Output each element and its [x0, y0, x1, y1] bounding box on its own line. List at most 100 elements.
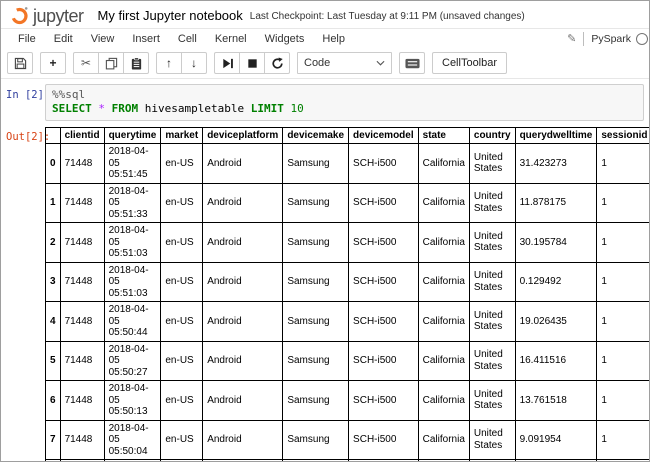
menubar-divider: [583, 31, 585, 46]
table-row: 0 71448 2018-04-05 05:51:45 en-US Android Sam…: [45, 143, 649, 184]
table-cell: California: [417, 301, 470, 342]
table-cell: United States: [468, 182, 516, 224]
table-cell: 2018-04-05 05:51:45: [103, 143, 162, 184]
table-cell: 1: [596, 261, 649, 303]
keyboard-icon: [404, 58, 420, 69]
edit-pencil-icon[interactable]: ✎: [567, 33, 577, 45]
table-cell: 71448: [59, 419, 105, 461]
insert-group: +: [40, 52, 66, 74]
menu-item-file[interactable]: File: [18, 32, 36, 45]
jupyter-logo-text: jupyter: [33, 6, 84, 26]
table-cell: United States: [468, 380, 516, 421]
row-index: 4: [45, 301, 61, 342]
table-cell: Samsung: [282, 459, 350, 461]
table-cell: en-US: [160, 143, 204, 184]
table-cell: Samsung: [282, 419, 350, 461]
menu-item-edit[interactable]: Edit: [53, 32, 73, 45]
table-cell: 9.091954: [514, 419, 598, 461]
row-index: 2: [45, 222, 61, 263]
edit-group: ✂: [73, 52, 149, 74]
magic-command: %%sql: [52, 88, 86, 101]
cell-type-dropdown[interactable]: Code: [297, 52, 392, 74]
menu-item-widgets[interactable]: Widgets: [264, 32, 305, 45]
row-index: 3: [45, 261, 61, 303]
table-cell: en-US: [160, 301, 204, 342]
table-cell: en-US: [160, 261, 204, 303]
table-cell: 13.761518: [514, 380, 598, 421]
save-button[interactable]: [7, 52, 33, 74]
menu-item-view[interactable]: View: [90, 32, 115, 45]
row-index: 0: [45, 143, 61, 184]
run-icon: [221, 57, 234, 70]
input-prompt: In [2]:: [6, 89, 51, 101]
code-input-area[interactable]: %%sql SELECT * FROM hivesampletable LIMI…: [45, 84, 644, 121]
menu-item-help[interactable]: Help: [322, 32, 345, 45]
code-cell[interactable]: In [2]: %%sql SELECT * FROM hivesampleta…: [1, 84, 649, 121]
table-cell: 2018-04-05 05:51:33: [103, 182, 162, 224]
sql-keyword: LIMIT: [250, 102, 284, 116]
code-content: %%sql SELECT * FROM hivesampletable LIMI…: [52, 88, 637, 117]
table-cell: 71448: [59, 340, 105, 382]
menu-item-cell[interactable]: Cell: [177, 32, 197, 45]
menubar-items: File Edit View Insert Cell Kernel Widgets Help: [9, 31, 354, 47]
stop-icon: [246, 57, 259, 70]
move-cell-down-button[interactable]: ↓: [181, 52, 207, 74]
table-cell: 71448: [59, 301, 105, 342]
table-cell: United States: [468, 222, 516, 263]
table-cell: 2018-04-05 05:50:27: [103, 340, 162, 382]
paste-icon: [130, 56, 143, 70]
table-cell: Samsung: [282, 301, 350, 342]
add-cell-button[interactable]: +: [40, 52, 66, 74]
sql-keyword: SELECT: [52, 102, 92, 116]
table-cell: 1: [596, 301, 649, 342]
table-cell: Samsung: [282, 182, 350, 224]
run-cell-button[interactable]: [214, 52, 240, 74]
menu-item-insert[interactable]: Insert: [132, 32, 160, 45]
table-cell: 71448: [59, 222, 105, 263]
notebook-title[interactable]: My first Jupyter notebook: [97, 7, 243, 23]
table-cell: 1: [596, 459, 649, 461]
command-palette-button[interactable]: [399, 52, 425, 74]
table-cell: United States: [468, 340, 516, 382]
table-cell: en-US: [160, 222, 204, 263]
stop-kernel-button[interactable]: [239, 52, 265, 74]
table-cell: Android: [202, 182, 284, 224]
table-cell: 1: [596, 340, 649, 382]
table-cell: 71448: [59, 459, 105, 461]
table-cell: Android: [202, 459, 284, 461]
table-cell: Android: [202, 143, 284, 184]
table-cell: Samsung: [282, 380, 350, 421]
table-cell: 31.423273: [514, 143, 598, 184]
table-cell: California: [417, 261, 470, 303]
table-cell: Samsung: [282, 222, 350, 263]
output-prompt: Out[2]:: [6, 130, 51, 143]
table-row: 5 71448 2018-04-05 05:50:27 en-US Android Sam…: [45, 340, 649, 382]
kernel-name: PySpark: [591, 32, 631, 45]
restart-kernel-icon: [271, 57, 284, 70]
table-cell: 1: [596, 222, 649, 263]
table-row: 8714482018-04-05 05:49:57en-USAndroidSam…: [45, 459, 649, 461]
row-index: 1: [45, 182, 61, 224]
copy-cell-button[interactable]: [98, 52, 124, 74]
table-cell: California: [417, 340, 470, 382]
row-index: 7: [45, 419, 61, 461]
table-cell: SCH-i500: [348, 380, 419, 421]
table-cell: en-US: [160, 380, 204, 421]
table-cell: 71448: [59, 182, 105, 224]
table-cell: California: [417, 380, 470, 421]
cell-type-value: Code: [304, 57, 331, 69]
table-cell: 19.026435: [514, 301, 598, 342]
jupyter-logo[interactable]: jupyter: [9, 5, 84, 26]
celltoolbar-button[interactable]: CellToolbar: [432, 52, 508, 74]
cut-cell-button[interactable]: ✂: [73, 52, 99, 74]
table-cell: SCH-i500: [348, 419, 419, 461]
save-icon: [14, 57, 27, 70]
checkpoint-status: Last Checkpoint: Last Tuesday at 9:11 PM…: [249, 10, 525, 22]
move-cell-up-button[interactable]: ↑: [156, 52, 182, 74]
table-cell: 2018-04-05 05:50:04: [103, 419, 162, 461]
paste-cell-button[interactable]: [123, 52, 149, 74]
restart-kernel-button[interactable]: [264, 52, 290, 74]
column-header: state: [417, 126, 470, 145]
menu-item-kernel[interactable]: Kernel: [214, 32, 247, 45]
sql-table-name: hivesampletable: [144, 102, 245, 116]
